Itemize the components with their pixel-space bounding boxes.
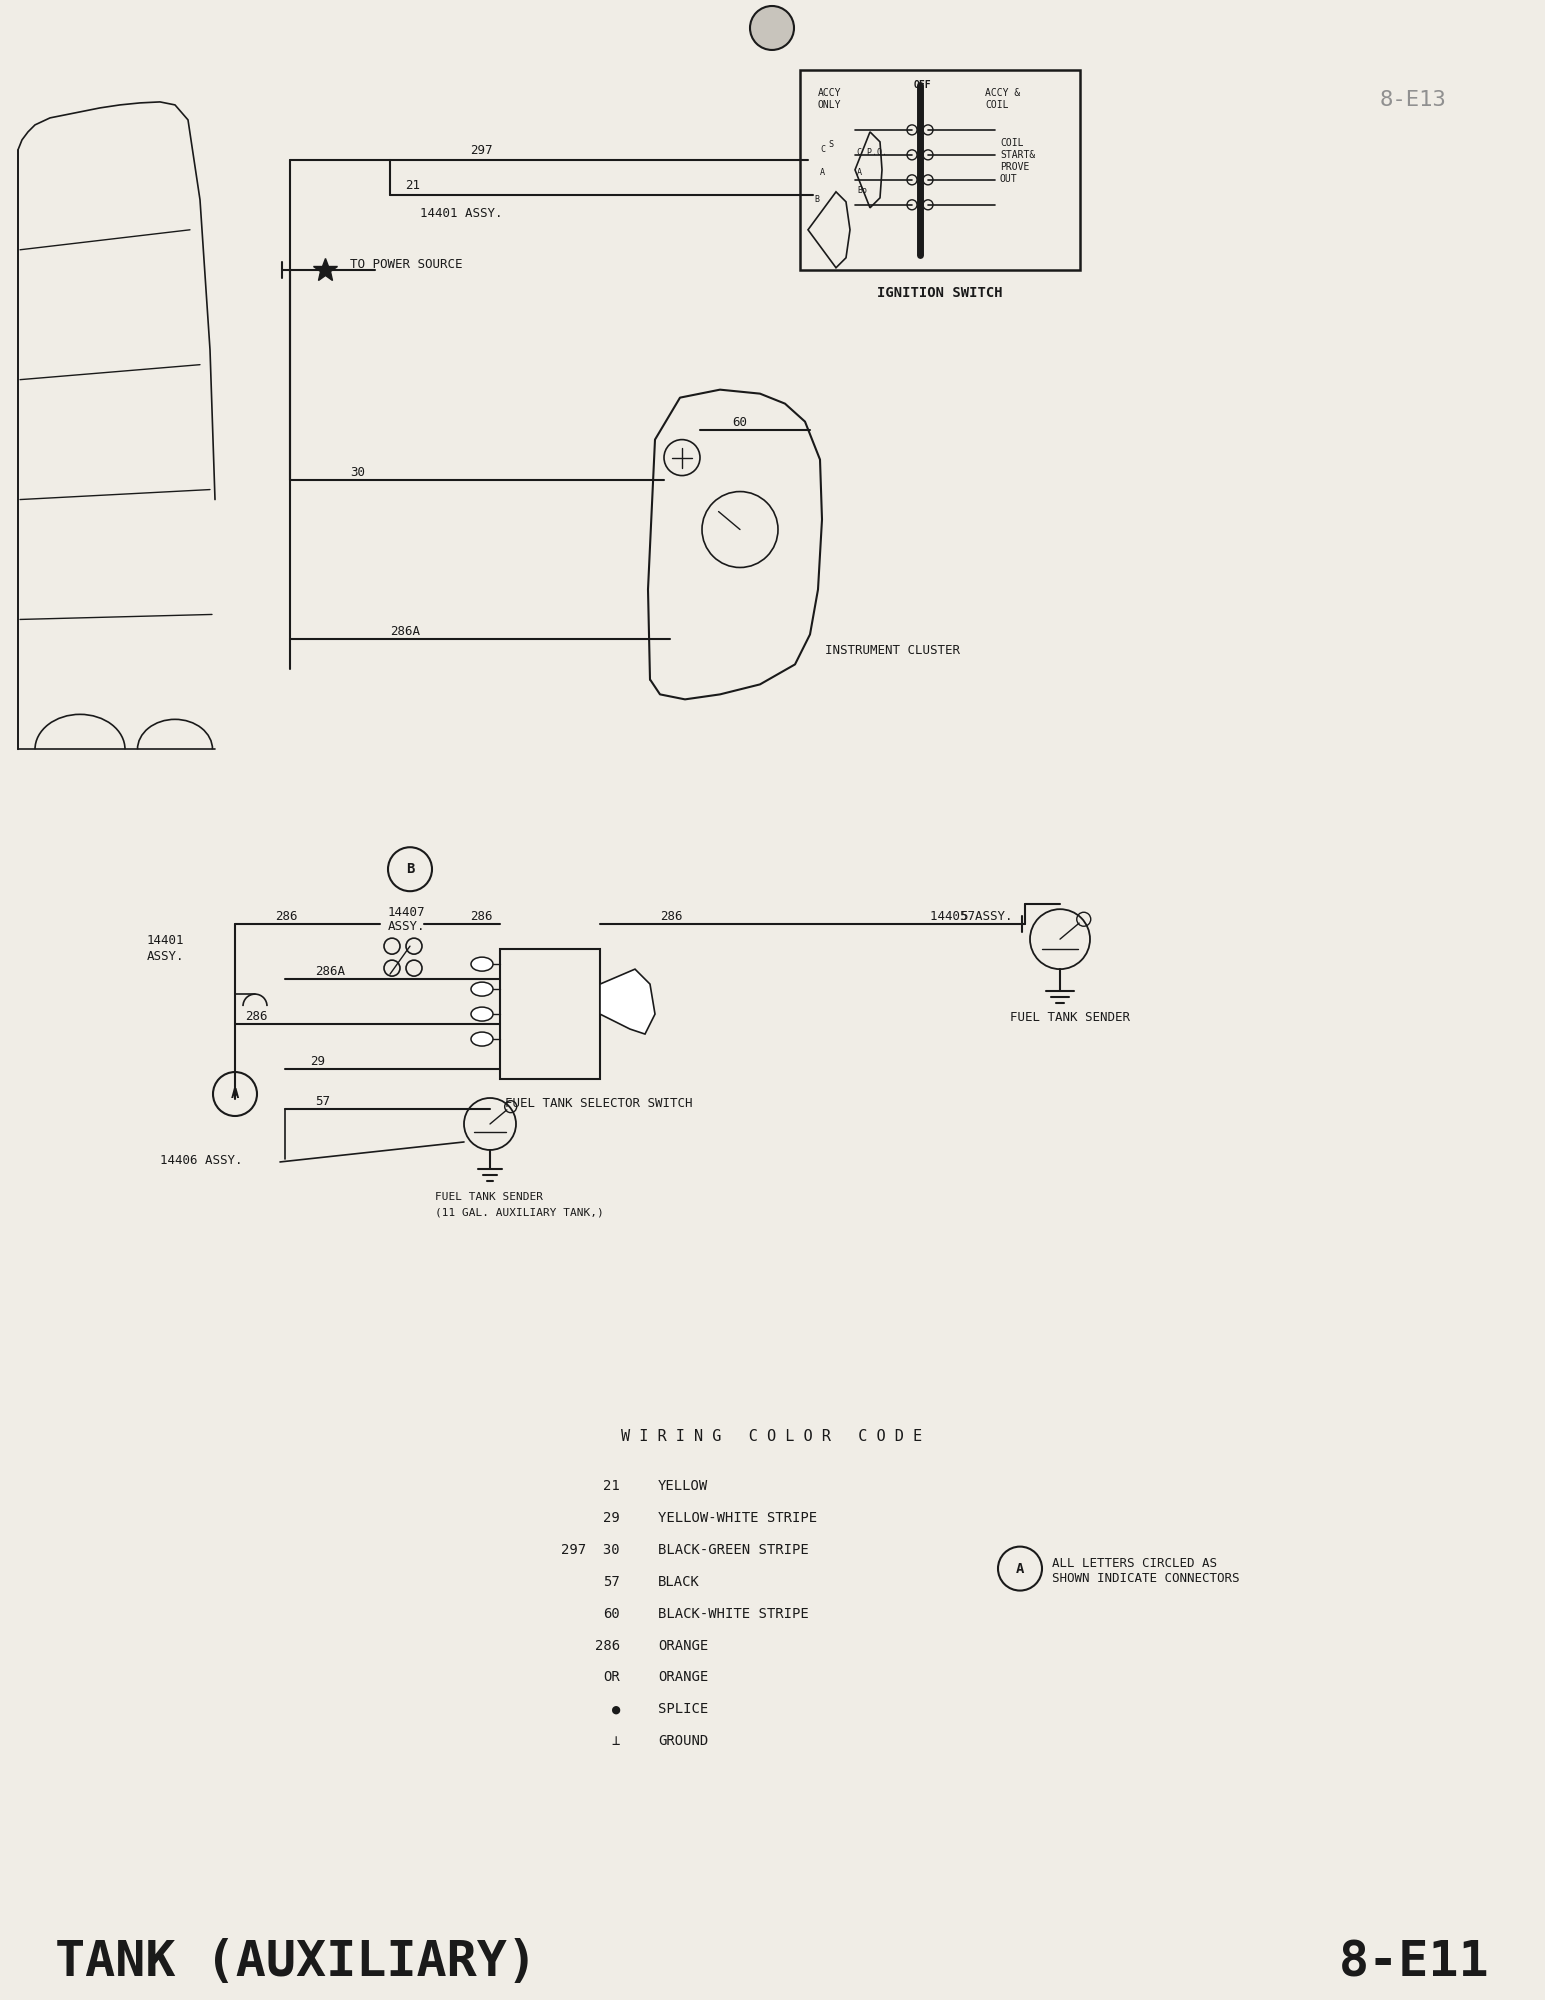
Text: FUEL TANK SELECTOR SWITCH: FUEL TANK SELECTOR SWITCH [505,1098,692,1110]
Text: 8-E13: 8-E13 [1380,90,1446,110]
Text: COIL: COIL [986,100,1009,110]
Text: 14401: 14401 [147,934,184,948]
Text: A: A [857,168,862,176]
Text: 21: 21 [603,1478,620,1492]
Text: YELLOW: YELLOW [658,1478,708,1492]
Text: Bo: Bo [857,186,867,194]
Polygon shape [599,970,655,1034]
Text: ALL LETTERS CIRCLED AS
SHOWN INDICATE CONNECTORS: ALL LETTERS CIRCLED AS SHOWN INDICATE CO… [1052,1556,1239,1584]
Text: ORANGE: ORANGE [658,1638,708,1652]
Text: 57: 57 [315,1096,331,1108]
Text: PROVE: PROVE [1000,162,1029,172]
Text: B: B [814,194,819,204]
Text: TO POWER SOURCE: TO POWER SOURCE [351,258,462,270]
Text: ●: ● [612,1702,620,1716]
Text: 286A: 286A [389,626,420,638]
Bar [800,70,1080,270]
Ellipse shape [471,1032,493,1046]
Circle shape [749,6,794,50]
Text: 297: 297 [470,144,493,156]
Text: 286: 286 [660,910,683,924]
Text: SPLICE: SPLICE [658,1702,708,1716]
Text: 30: 30 [351,466,365,478]
Text: 29: 29 [311,1056,324,1068]
Text: ⊥: ⊥ [612,1734,620,1748]
Text: OR: OR [603,1670,620,1684]
Text: YELLOW-WHITE STRIPE: YELLOW-WHITE STRIPE [658,1510,817,1524]
Text: A: A [820,168,825,176]
Text: W I R I N G   C O L O R   C O D E: W I R I N G C O L O R C O D E [621,1428,922,1444]
Text: GROUND: GROUND [658,1734,708,1748]
Text: ASSY.: ASSY. [147,950,184,964]
Text: 29: 29 [603,1510,620,1524]
Text: 14407: 14407 [388,906,425,920]
Text: BLACK-GREEN STRIPE: BLACK-GREEN STRIPE [658,1542,808,1556]
Ellipse shape [471,958,493,972]
Text: C P.O.: C P.O. [857,148,887,156]
Text: 60: 60 [603,1606,620,1620]
Ellipse shape [471,1008,493,1022]
Text: 286A: 286A [315,966,345,978]
Text: INSTRUMENT CLUSTER: INSTRUMENT CLUSTER [825,644,959,658]
Text: (11 GAL. AUXILIARY TANK,): (11 GAL. AUXILIARY TANK,) [436,1208,604,1218]
Text: 8-E11: 8-E11 [1340,1938,1489,1986]
Text: TANK (AUXILIARY): TANK (AUXILIARY) [56,1938,538,1986]
Text: 286: 286 [275,910,298,924]
Text: ORANGE: ORANGE [658,1670,708,1684]
Text: A: A [230,1088,239,1102]
Text: ASSY.: ASSY. [388,920,425,934]
Text: 286: 286 [470,910,493,924]
Text: A: A [1015,1562,1024,1576]
Text: 57: 57 [959,910,975,924]
Text: 14405 ASSY.: 14405 ASSY. [930,910,1012,924]
Text: ACCY &: ACCY & [986,88,1020,98]
Ellipse shape [471,982,493,996]
Text: 60: 60 [732,416,746,428]
Text: S: S [828,140,833,148]
Text: B: B [406,862,414,876]
Text: 57: 57 [603,1574,620,1588]
Text: 297  30: 297 30 [561,1542,620,1556]
Text: IGNITION SWITCH: IGNITION SWITCH [878,286,1003,300]
Bar [501,950,599,1080]
Text: BLACK: BLACK [658,1574,700,1588]
Text: FUEL TANK SENDER: FUEL TANK SENDER [436,1192,542,1202]
Text: 21: 21 [405,178,420,192]
Text: START&: START& [1000,150,1035,160]
Text: ONLY: ONLY [817,100,842,110]
Text: 286: 286 [246,1010,267,1024]
Text: C: C [820,144,825,154]
Text: BLACK-WHITE STRIPE: BLACK-WHITE STRIPE [658,1606,808,1620]
Text: 14406 ASSY.: 14406 ASSY. [161,1154,243,1166]
Text: 14401 ASSY.: 14401 ASSY. [420,206,502,220]
Text: FUEL TANK SENDER: FUEL TANK SENDER [1010,1012,1129,1024]
Text: OFF: OFF [913,80,930,90]
Text: OUT: OUT [1000,174,1018,184]
Text: 286: 286 [595,1638,620,1652]
Text: COIL: COIL [1000,138,1023,148]
Text: ACCY: ACCY [817,88,842,98]
